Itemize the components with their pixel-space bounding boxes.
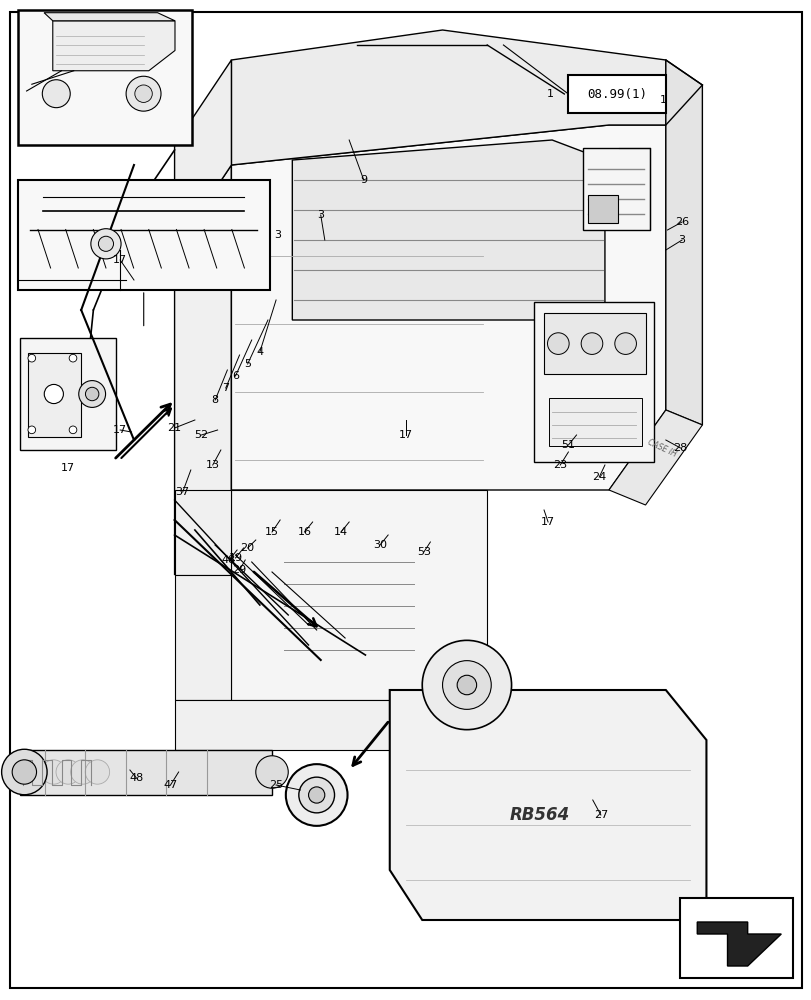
Text: 4: 4: [256, 347, 263, 357]
Circle shape: [2, 749, 47, 795]
Text: 48: 48: [221, 555, 236, 565]
Text: 16: 16: [297, 527, 311, 537]
Text: 5: 5: [244, 359, 251, 369]
Text: 25: 25: [268, 780, 283, 790]
Text: 47: 47: [163, 780, 178, 790]
Circle shape: [56, 760, 80, 784]
Circle shape: [135, 85, 152, 102]
Text: 29: 29: [232, 565, 247, 575]
Text: 7: 7: [222, 383, 229, 393]
Circle shape: [69, 426, 77, 434]
Circle shape: [41, 760, 66, 784]
Circle shape: [422, 640, 511, 730]
Polygon shape: [174, 165, 231, 575]
Text: 3: 3: [317, 210, 324, 220]
Circle shape: [27, 760, 51, 784]
Text: 9: 9: [360, 175, 367, 185]
Text: 17: 17: [61, 463, 75, 473]
Text: 17: 17: [398, 430, 413, 440]
Bar: [582, 148, 649, 230]
Text: 14: 14: [333, 527, 348, 537]
Text: RB564: RB564: [509, 806, 569, 824]
Text: 20: 20: [240, 543, 255, 553]
Bar: [18, 10, 192, 145]
Text: 8: 8: [212, 395, 218, 405]
Circle shape: [298, 777, 334, 813]
Text: 1: 1: [546, 89, 553, 99]
Text: 27: 27: [593, 810, 607, 820]
Circle shape: [42, 80, 71, 108]
Circle shape: [308, 787, 324, 803]
Text: 1: 1: [659, 95, 666, 105]
Text: 17: 17: [540, 517, 555, 527]
Text: 6: 6: [232, 371, 238, 381]
Text: 17: 17: [113, 425, 127, 435]
Circle shape: [79, 381, 105, 407]
Circle shape: [71, 760, 95, 784]
Text: 17: 17: [113, 255, 127, 265]
Circle shape: [12, 760, 36, 784]
Bar: [568, 75, 665, 113]
Bar: [28, 353, 80, 437]
Circle shape: [442, 661, 491, 709]
Bar: [548, 398, 642, 446]
Circle shape: [28, 354, 36, 362]
Polygon shape: [174, 575, 231, 700]
Polygon shape: [231, 30, 665, 165]
Circle shape: [255, 756, 288, 788]
Bar: [20, 338, 116, 450]
Circle shape: [91, 229, 121, 259]
Text: 3: 3: [678, 235, 684, 245]
Circle shape: [285, 764, 347, 826]
Text: 37: 37: [175, 487, 190, 497]
Circle shape: [586, 420, 615, 450]
Text: 24: 24: [591, 472, 606, 482]
Text: 3: 3: [274, 230, 281, 240]
Circle shape: [614, 333, 636, 354]
Bar: [534, 302, 654, 462]
Text: CASE IH: CASE IH: [645, 437, 677, 459]
Circle shape: [85, 387, 99, 401]
Polygon shape: [174, 60, 231, 250]
Polygon shape: [389, 690, 706, 920]
Polygon shape: [292, 140, 604, 320]
Circle shape: [69, 354, 77, 362]
Polygon shape: [231, 490, 487, 700]
Polygon shape: [697, 922, 780, 966]
Bar: [588, 195, 617, 223]
Circle shape: [44, 384, 63, 404]
Bar: [20, 750, 272, 795]
Text: 51: 51: [560, 440, 575, 450]
Text: 30: 30: [372, 540, 387, 550]
Text: 23: 23: [552, 460, 567, 470]
Circle shape: [28, 426, 36, 434]
Text: 52: 52: [194, 430, 208, 440]
Text: 21: 21: [167, 423, 182, 433]
Polygon shape: [608, 410, 702, 505]
Circle shape: [581, 333, 602, 354]
Polygon shape: [231, 125, 665, 490]
Circle shape: [126, 76, 161, 111]
Circle shape: [12, 760, 36, 784]
Circle shape: [98, 236, 114, 251]
Polygon shape: [174, 490, 231, 575]
Text: 28: 28: [672, 443, 687, 453]
Polygon shape: [665, 60, 702, 425]
Text: 13: 13: [205, 460, 220, 470]
Bar: [18, 180, 269, 290]
Text: 19: 19: [228, 553, 242, 563]
Text: 48: 48: [129, 773, 144, 783]
Polygon shape: [44, 13, 175, 21]
Bar: [680, 898, 792, 978]
Text: 08.99(1): 08.99(1): [586, 88, 646, 101]
Text: 53: 53: [416, 547, 431, 557]
Text: 26: 26: [674, 217, 689, 227]
Polygon shape: [174, 700, 487, 750]
Circle shape: [457, 675, 476, 695]
Bar: [543, 313, 646, 374]
Text: 15: 15: [264, 527, 279, 537]
Circle shape: [85, 760, 109, 784]
Circle shape: [547, 333, 569, 354]
Polygon shape: [53, 21, 175, 71]
